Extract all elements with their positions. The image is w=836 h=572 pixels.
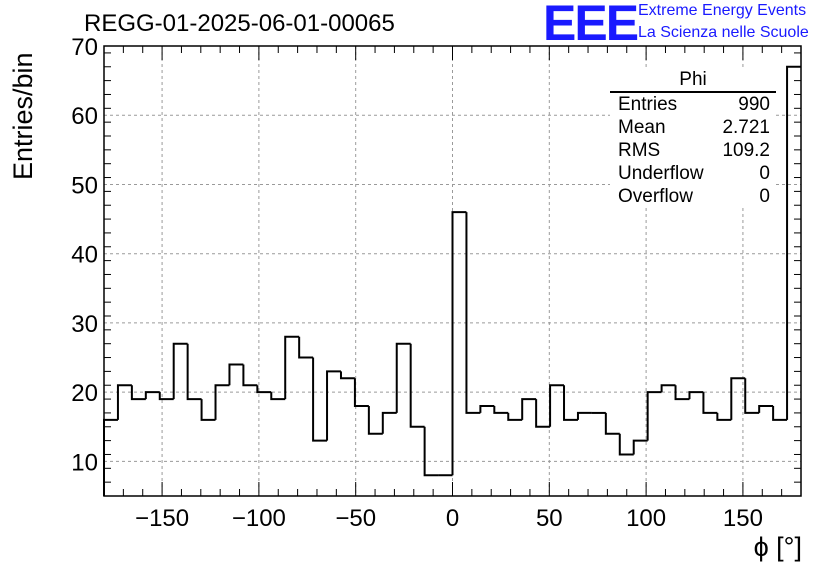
stats-row-rms: RMS 109.2 [610,139,776,162]
y-tick-label: 60 [71,103,98,130]
histogram-bin [256,385,272,394]
histogram-bin [312,357,328,442]
histogram-bin [353,378,369,407]
histogram-bin [270,392,286,401]
histogram-bin [186,343,202,401]
stats-row-overflow: Overflow 0 [610,185,776,208]
stats-row-entries: Entries 990 [610,93,776,116]
histogram-bin [381,411,397,434]
histogram-bin [521,398,537,420]
histogram-bin [772,406,788,421]
stats-label: Underflow [618,163,704,184]
y-tick-label: 10 [71,449,98,476]
y-tick-label: 50 [71,172,98,199]
histogram-bin [395,342,411,413]
histogram-bin [702,392,718,414]
histogram-bin [214,384,230,420]
y-tick-label: 30 [71,311,98,338]
histogram-bin [493,406,509,414]
histogram-bin [298,336,314,359]
histogram-bin [409,343,425,428]
stats-row-mean: Mean 2.721 [610,116,776,139]
stats-label: Mean [618,117,666,138]
eee-logo: EEE [543,0,639,51]
stats-label: Overflow [618,186,693,207]
histogram-bin [228,363,244,386]
x-tick-label: 100 [626,505,666,532]
histogram-bin [576,411,592,420]
y-tick-label: 40 [71,242,98,269]
histogram-bin [158,392,174,401]
x-tick-label: 50 [536,505,563,532]
histogram-bin [242,364,258,387]
stats-value: 0 [759,163,770,184]
histogram-bin [716,412,732,421]
histogram-bin [660,384,676,393]
x-tick-label: −50 [335,505,376,532]
stats-title: Phi [610,70,776,93]
brand-line-2: La Scienza nelle Scuole [638,24,809,41]
histogram-bin [479,405,495,413]
y-tick-label: 20 [71,380,98,407]
histogram-bin [339,371,355,380]
stats-row-underflow: Underflow 0 [610,162,776,185]
chart-title: REGG-01-2025-06-01-00065 [84,10,395,37]
stats-value: 0 [759,186,770,207]
stats-box: Phi Entries 990 Mean 2.721 RMS 109.2 Und… [610,70,776,208]
histogram-bin [423,426,439,477]
histogram-bin [730,377,746,420]
histogram-bin [144,391,160,400]
x-tick-label: −150 [135,505,189,532]
histogram-bin [563,385,578,421]
histogram-bin [618,433,634,456]
stats-label: RMS [618,140,661,161]
histogram-bin [604,412,620,435]
histogram-bin [535,399,551,428]
stats-value: 109.2 [722,140,770,161]
y-tick-label: 70 [71,34,98,61]
histogram-bin [451,211,467,476]
histogram-bin [549,384,565,427]
plot-frame [103,45,802,497]
histogram-bin [116,384,132,420]
histogram-bin [367,406,383,435]
x-tick-label: 150 [723,505,763,532]
histogram-bin [688,391,704,400]
histogram-bin [632,439,648,455]
histogram-bin [172,342,188,400]
histogram-bin [200,399,216,421]
histogram-bin [786,65,801,420]
stats-label: Entries [618,94,678,115]
x-tick-label: 0 [446,505,459,532]
x-tick-label: −100 [232,505,286,532]
histogram-bin [284,335,300,400]
histogram-bin [507,412,523,421]
histogram-bin [744,378,760,414]
y-axis-label: Entries/bin [8,52,38,180]
histogram-bin [674,385,690,401]
histogram-bin [130,385,146,401]
histogram-bin [465,212,481,414]
stats-value: 990 [738,94,770,115]
stats-value: 2.721 [722,117,770,138]
x-axis-label: ϕ [°] [753,532,802,562]
histogram-bin [326,370,341,441]
brand-line-1: Extreme Energy Events [638,2,807,19]
histogram-bin [103,418,118,496]
histogram-bin [646,391,662,441]
histogram-bin [758,405,774,413]
